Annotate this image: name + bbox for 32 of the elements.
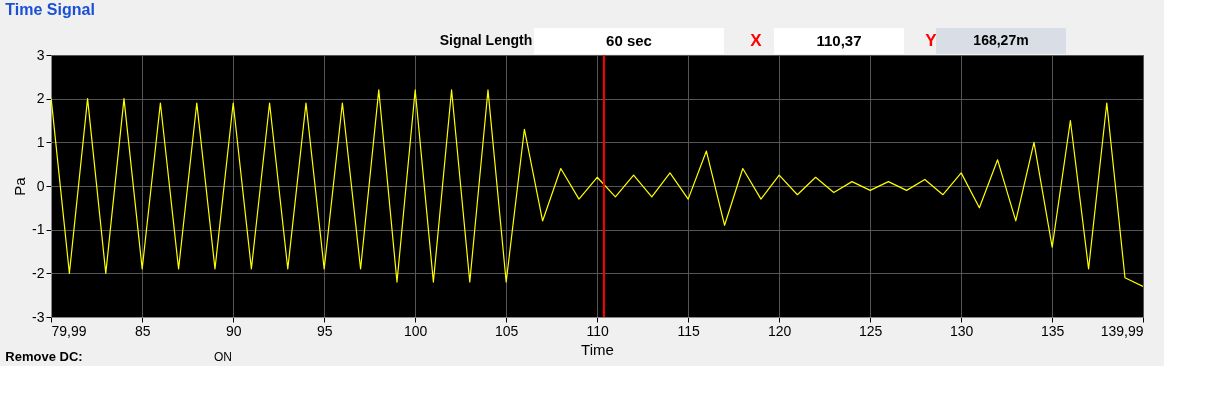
x-tick-label: 110 <box>586 322 610 339</box>
text: Signal Length <box>439 32 533 48</box>
y-tick-label: -3 <box>32 308 45 325</box>
x-tick-label: 139,99 <box>1100 322 1144 339</box>
text: Y <box>925 31 938 50</box>
line-series <box>51 89 1143 288</box>
x-tick-label: 100 <box>404 322 428 339</box>
text: 60 sec <box>606 32 652 49</box>
chart-title: Time Signal <box>5 1 95 18</box>
y-tick-label: -2 <box>32 264 45 281</box>
x-tick-label: 79,99 <box>51 322 87 339</box>
y-tick-label: 0 <box>36 177 45 194</box>
text: ON <box>214 350 232 364</box>
y-axis-title: Pa <box>11 176 29 196</box>
text: 168,27m <box>973 32 1029 48</box>
x-axis-title: Time <box>581 340 614 358</box>
y-tick-label: 2 <box>36 90 45 107</box>
y-tick-label: 1 <box>36 133 45 150</box>
text: Remove DC: <box>5 349 83 364</box>
y-tick-label: -1 <box>32 221 45 238</box>
x-tick-label: 95 <box>316 322 333 339</box>
x-tick-label: 90 <box>225 322 242 339</box>
x-tick-label: 105 <box>495 322 519 339</box>
text: 110,37 <box>816 32 862 49</box>
x-tick-label: 125 <box>859 322 883 339</box>
x-tick-label: 130 <box>950 322 974 339</box>
text: X <box>750 31 763 50</box>
x-tick-label: 135 <box>1041 322 1065 339</box>
x-tick-label: 120 <box>768 322 792 339</box>
y-tick-label: 3 <box>36 46 45 63</box>
x-tick-label: 85 <box>134 322 151 339</box>
x-tick-label: 115 <box>677 322 701 339</box>
